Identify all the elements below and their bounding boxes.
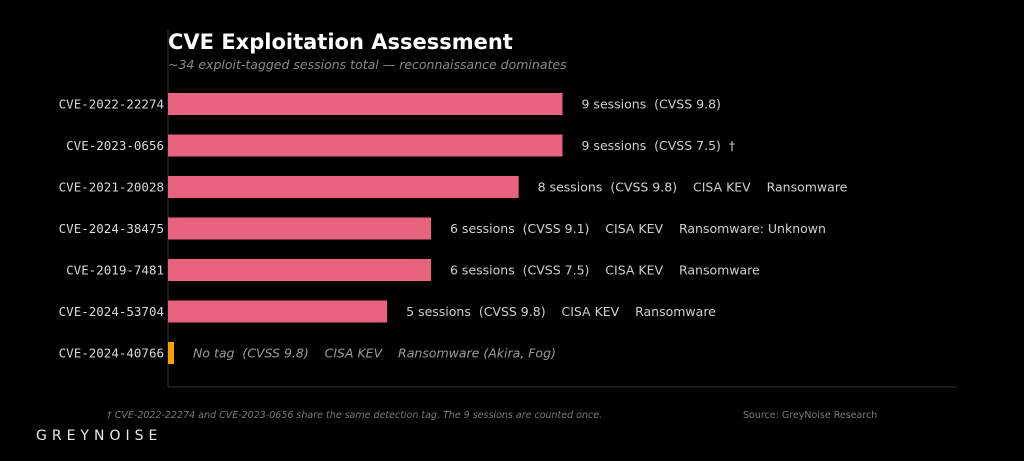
bar [168, 93, 563, 115]
chart-title: CVE Exploitation Assessment [168, 30, 513, 54]
bar [168, 342, 174, 364]
bar-annotation: 8 sessions (CVSS 9.8) CISA KEV Ransomwar… [538, 180, 848, 195]
category-label: CVE-2023-0656 [66, 138, 164, 153]
category-label: CVE-2019-7481 [66, 263, 164, 278]
chart-subtitle: ~34 exploit-tagged sessions total — reco… [168, 57, 567, 72]
bar [168, 176, 519, 198]
category-label: CVE-2022-22274 [59, 97, 164, 112]
bar-annotation: No tag (CVSS 9.8) CISA KEV Ransomware (A… [193, 346, 556, 361]
source-credit: Source: GreyNoise Research [743, 410, 878, 421]
category-label: CVE-2024-40766 [59, 346, 164, 361]
category-label: CVE-2024-53704 [59, 304, 164, 319]
bar-annotation: 6 sessions (CVSS 9.1) CISA KEV Ransomwar… [450, 221, 826, 236]
greynoise-logo: GREYNOISE [36, 428, 163, 444]
bar [168, 259, 431, 281]
bar-annotation: 9 sessions (CVSS 9.8) [582, 97, 721, 112]
bar [168, 134, 563, 157]
bar-annotation: 9 sessions (CVSS 7.5) † [582, 138, 736, 153]
bar [168, 300, 388, 323]
bar-annotation: 5 sessions (CVSS 9.8) CISA KEV Ransomwar… [406, 304, 716, 319]
bar-annotation: 6 sessions (CVSS 7.5) CISA KEV Ransomwar… [450, 263, 760, 278]
footnote: † CVE-2022-22274 and CVE-2023-0656 share… [107, 410, 603, 421]
category-label: CVE-2024-38475 [59, 221, 164, 236]
category-label: CVE-2021-20028 [59, 180, 164, 195]
bar [168, 217, 431, 240]
